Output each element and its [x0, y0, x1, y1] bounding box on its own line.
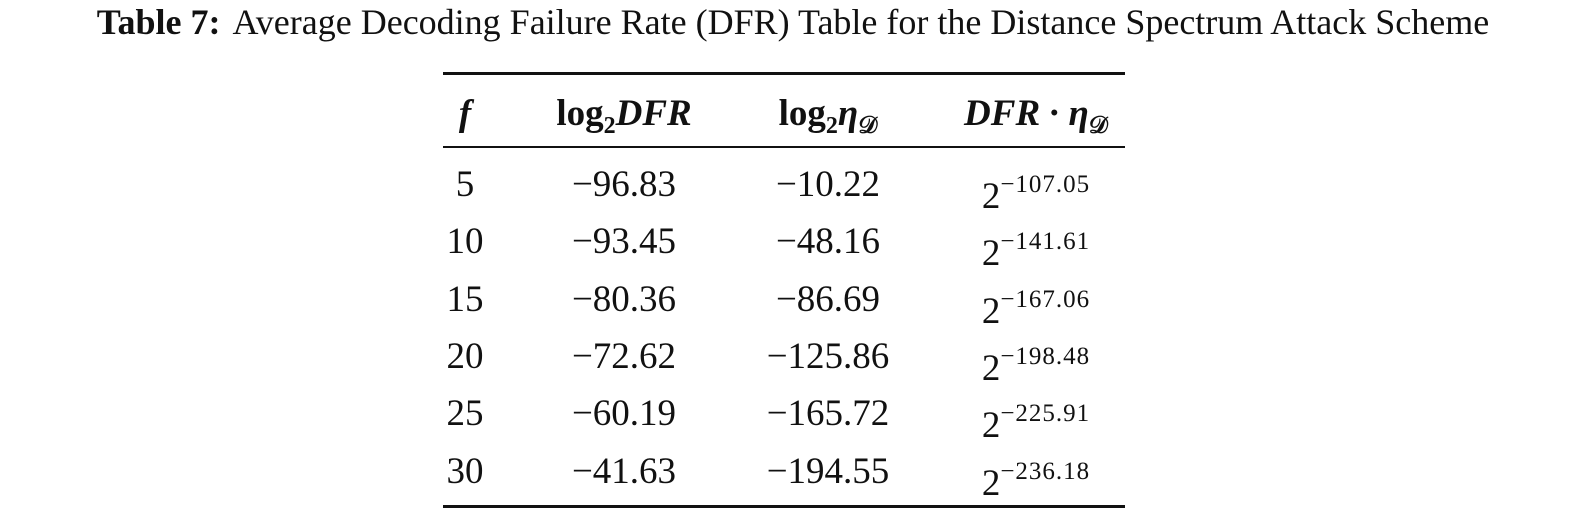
power-exponent: −198.48	[1000, 342, 1091, 370]
header-cell: log2η𝒟	[779, 92, 878, 148]
header-text: η	[837, 93, 859, 134]
header-subscript: 2	[825, 113, 838, 139]
table-cell: −10.22	[775, 164, 881, 205]
power-base: 2	[981, 233, 1001, 275]
table-cell: 15	[446, 278, 484, 320]
header-cell: f	[459, 92, 471, 136]
header-text: ·	[1048, 93, 1061, 134]
power-base: 2	[981, 290, 1001, 332]
power-exponent: −107.05	[1000, 171, 1091, 198]
table-cell: −41.63	[571, 450, 677, 492]
power-exponent: −225.91	[1000, 400, 1091, 428]
power-exponent: −141.61	[1000, 228, 1091, 256]
power-base: 2	[981, 347, 1001, 389]
table-cell: 2−167.06	[982, 278, 1090, 334]
table-cell: 25	[446, 393, 484, 435]
caption-label: Table 7:	[96, 2, 221, 42]
header-text: f	[458, 93, 472, 134]
table-cell: 5	[455, 164, 475, 205]
table-cell: 2−107.05	[982, 163, 1090, 219]
table-cell: 2−141.61	[982, 220, 1090, 276]
table-cell: −93.45	[571, 221, 677, 263]
table-caption: Table 7: Average Decoding Failure Rate (D…	[0, 0, 1586, 44]
table-cell: 20	[446, 335, 484, 377]
table-cell: 10	[446, 221, 484, 263]
header-subscript: 2	[603, 113, 616, 139]
table-cell: 2−225.91	[982, 392, 1090, 448]
table-cell: 30	[446, 450, 484, 492]
header-subscript: 𝒟	[1088, 113, 1108, 139]
table-cell: −60.19	[571, 393, 677, 435]
header-text: log	[778, 93, 826, 134]
top-rule	[443, 72, 1125, 75]
table-cell: −72.62	[571, 335, 677, 377]
table-cell: −165.72	[766, 393, 890, 435]
power-exponent: −167.06	[1000, 285, 1091, 313]
power-exponent: −236.18	[1000, 457, 1091, 485]
header-text: DFR	[615, 93, 692, 134]
header-text: log	[556, 93, 604, 134]
table-cell: −96.83	[571, 164, 677, 205]
power-base: 2	[981, 405, 1001, 447]
bottom-rule	[443, 505, 1125, 508]
header-cell: log2DFR	[556, 92, 691, 148]
header-text: DFR	[964, 93, 1041, 134]
table-cell: −48.16	[775, 221, 881, 263]
power-base: 2	[981, 462, 1001, 504]
header-text: η	[1068, 93, 1089, 134]
header-cell: DFR · η𝒟	[964, 92, 1108, 148]
table-cell: −125.86	[766, 335, 890, 377]
table-cell: −86.69	[775, 278, 881, 320]
table-cell: 2−198.48	[982, 335, 1090, 391]
caption-text: Average Decoding Failure Rate (DFR) Tabl…	[232, 2, 1490, 42]
header-subscript: 𝒟	[858, 113, 878, 139]
power-base: 2	[981, 176, 1001, 217]
header-rule	[443, 146, 1125, 148]
table-cell: −194.55	[766, 450, 890, 492]
table-cell: 2−236.18	[982, 450, 1090, 506]
table-cell: −80.36	[571, 278, 677, 320]
